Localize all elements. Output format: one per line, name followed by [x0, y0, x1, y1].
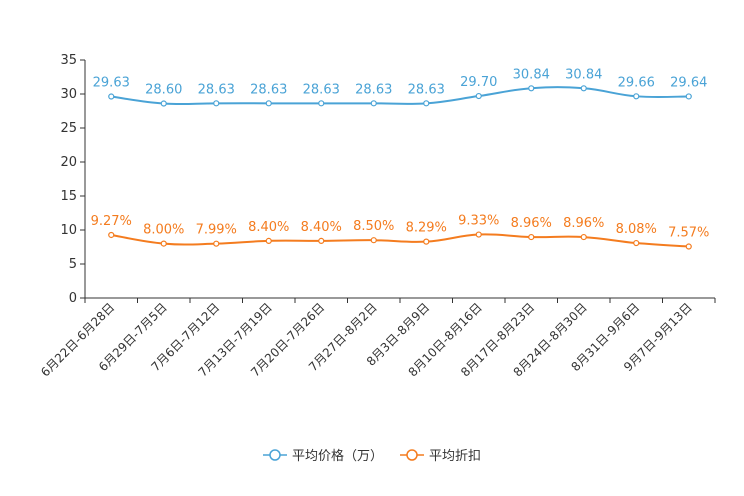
data-label: 29.63 — [93, 76, 130, 91]
data-label: 8.96% — [511, 216, 552, 231]
data-point — [318, 100, 325, 107]
data-point — [423, 238, 430, 245]
data-point — [265, 100, 272, 107]
data-label: 8.08% — [616, 222, 657, 237]
data-label: 8.96% — [563, 216, 604, 231]
data-label: 9.27% — [91, 214, 132, 229]
data-point — [633, 239, 640, 247]
legend-marker-icon — [269, 449, 281, 461]
data-point — [685, 243, 692, 250]
data-label: 8.50% — [353, 219, 394, 234]
data-label: 8.40% — [301, 220, 342, 235]
data-point — [528, 85, 535, 92]
data-label: 29.70 — [460, 75, 497, 90]
data-label: 28.60 — [145, 83, 182, 98]
data-label: 30.84 — [513, 67, 550, 82]
legend-marker-icon — [406, 449, 418, 461]
data-label: 28.63 — [198, 82, 235, 97]
data-point — [160, 100, 167, 107]
data-point — [633, 93, 640, 100]
y-tick-label: 25 — [60, 121, 77, 136]
data-point — [475, 92, 482, 100]
data-label: 7.99% — [196, 223, 237, 238]
data-label: 28.63 — [250, 82, 287, 97]
data-label: 30.84 — [565, 67, 602, 82]
data-point — [685, 93, 692, 100]
data-point — [475, 231, 482, 238]
data-point — [370, 237, 377, 244]
data-point — [370, 100, 377, 107]
data-label: 29.64 — [670, 75, 707, 90]
data-point — [318, 237, 325, 244]
data-label: 8.29% — [406, 221, 447, 236]
data-point — [580, 233, 587, 241]
data-label: 29.66 — [618, 75, 655, 90]
y-tick-label: 5 — [69, 257, 77, 272]
data-point — [265, 237, 272, 244]
data-point — [108, 93, 115, 100]
data-label: 8.40% — [248, 220, 289, 235]
data-point — [213, 100, 220, 107]
data-point — [108, 231, 115, 239]
data-point — [160, 240, 167, 247]
y-tick-label: 10 — [60, 223, 77, 238]
data-label: 7.57% — [668, 226, 709, 241]
y-tick-label: 35 — [60, 53, 77, 68]
data-point — [213, 240, 220, 247]
series-line-2 — [111, 233, 689, 248]
data-point — [423, 100, 430, 107]
y-tick-label: 0 — [69, 291, 77, 306]
series-line-1 — [111, 86, 689, 106]
legend-label[interactable]: 平均价格（万） — [292, 448, 383, 464]
y-tick-label: 30 — [60, 87, 77, 102]
data-label: 28.63 — [408, 82, 445, 97]
data-point — [528, 233, 535, 241]
data-label: 28.63 — [303, 82, 340, 97]
legend-label[interactable]: 平均折扣 — [429, 449, 481, 464]
y-tick-label: 15 — [60, 189, 77, 204]
data-label: 9.33% — [458, 214, 499, 229]
y-tick-label: 20 — [60, 155, 77, 170]
data-point — [580, 85, 587, 92]
data-label: 8.00% — [143, 223, 184, 238]
data-label: 28.63 — [355, 82, 392, 97]
